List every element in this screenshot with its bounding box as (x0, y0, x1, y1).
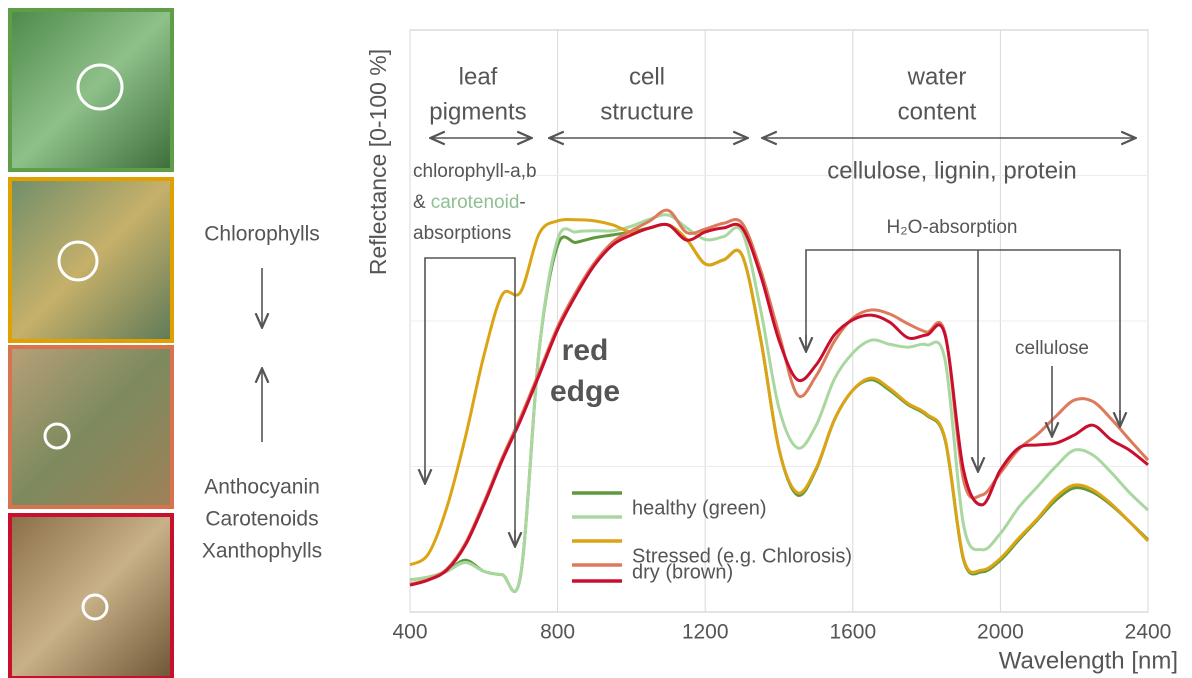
annotation: pigments (429, 98, 526, 125)
sample-circle (76, 63, 124, 111)
annotation: content (898, 98, 977, 125)
annotation: cellulose (1015, 338, 1089, 359)
annotation: H₂O-absorption (887, 217, 1018, 238)
sample-circle (57, 240, 99, 282)
annotation: water (907, 63, 967, 90)
x-tick-label: 2400 (1125, 621, 1172, 644)
series (409, 208, 1150, 593)
pigment-label: Carotenoids (205, 508, 318, 531)
pigment-label: Anthocyanin (204, 476, 320, 499)
x-tick-label: 1200 (682, 621, 729, 644)
series-line (409, 217, 1150, 574)
x-tick-label: 2000 (977, 621, 1024, 644)
annotation-part: & (413, 192, 426, 213)
sample-circle (43, 422, 71, 450)
pigment-label: Xanthophylls (202, 540, 322, 563)
x-tick-label: 1600 (829, 621, 876, 644)
photo-panel (8, 8, 174, 678)
annotation: structure (600, 98, 693, 125)
annotation: & carotenoid- (413, 192, 526, 213)
photo-dry (8, 345, 174, 509)
red-edge-label: red (562, 334, 609, 367)
annotations: leaf pigments cell structure water content cel… (413, 63, 1134, 545)
y-axis-label: Reflectance [0-100 %] (365, 49, 391, 275)
legend: healthy (green) Stressed (e.g. Chlorosis)… (572, 491, 852, 583)
annotation-part: - (519, 192, 525, 213)
x-tick-label: 800 (540, 621, 575, 644)
series-line (409, 213, 1150, 593)
sample-circle (81, 593, 109, 621)
annotation: absorptions (413, 223, 511, 244)
pigment-label: Chlorophylls (204, 223, 320, 246)
photo-healthy (8, 8, 174, 172)
bracket (805, 249, 1121, 425)
annotation-part: carotenoid (431, 192, 520, 213)
legend-label: dry (brown) (632, 561, 733, 583)
x-tick-label: 400 (392, 621, 427, 644)
series-line (409, 222, 1149, 587)
grid (409, 30, 1149, 612)
annotation: cell (629, 63, 665, 90)
legend-label: healthy (green) (632, 497, 767, 519)
legend-label: Stressed (e.g. Chlorosis) (632, 545, 852, 567)
annotation: cellulose, lignin, protein (827, 157, 1076, 184)
x-axis-label: Wavelength [nm] (999, 647, 1178, 674)
annotation: leaf (459, 63, 498, 90)
photo-stressed (8, 177, 174, 343)
bracket (424, 257, 516, 543)
red-edge-label: edge (550, 375, 620, 408)
annotation: chlorophyll-a,b (413, 161, 537, 182)
